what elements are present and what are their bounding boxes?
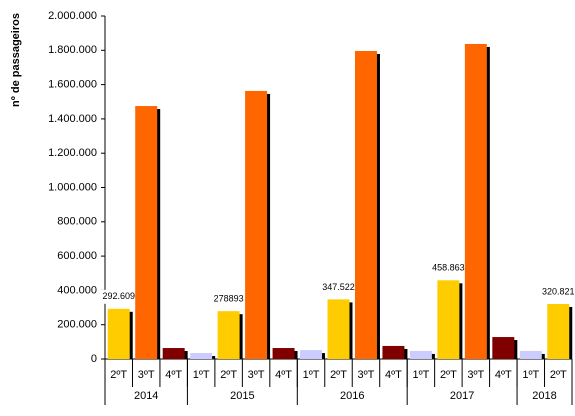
bar	[492, 337, 515, 359]
value-label-bg	[208, 292, 249, 307]
bar	[107, 308, 130, 359]
value-label: 278893	[214, 294, 244, 304]
x-tick-label: 4ºT	[275, 369, 292, 381]
y-tick-label: 1.400.000	[48, 113, 97, 125]
y-tick-label: 0	[91, 353, 97, 365]
year-label: 2016	[340, 390, 364, 402]
value-label: 458.863	[432, 263, 465, 273]
x-tick-label: 1ºT	[522, 369, 539, 381]
x-tick-label: 3ºT	[467, 369, 484, 381]
x-tick-label: 2ºT	[220, 369, 237, 381]
bar	[300, 350, 323, 359]
x-tick-label: 2ºT	[550, 369, 567, 381]
bar	[519, 350, 542, 359]
value-label: 292.609	[102, 291, 135, 301]
x-tick-label: 3ºT	[358, 369, 375, 381]
value-label: 320.821	[542, 286, 575, 296]
value-label-bg	[318, 280, 359, 295]
x-tick-label: 4ºT	[165, 369, 182, 381]
bar	[437, 280, 460, 359]
year-label: 2018	[532, 390, 556, 402]
bar	[354, 50, 377, 360]
x-tick-label: 2ºT	[440, 369, 457, 381]
x-tick-label: 1ºT	[412, 369, 429, 381]
y-tick-label: 1.000.000	[48, 181, 97, 193]
x-tick-label: 4ºT	[495, 369, 512, 381]
x-tick-label: 2ºT	[330, 369, 347, 381]
y-tick-label: 600.000	[57, 250, 97, 262]
y-tick-label: 2.000.000	[48, 10, 97, 22]
year-label: 2017	[450, 390, 474, 402]
year-label: 2014	[134, 390, 158, 402]
bar	[135, 106, 158, 359]
bar	[547, 303, 570, 359]
bar	[190, 352, 213, 359]
bar	[327, 299, 350, 359]
y-axis-title: nº de passageiros	[10, 13, 22, 107]
year-label: 2015	[230, 390, 254, 402]
bar	[162, 348, 185, 359]
x-tick-label: 3ºT	[138, 369, 155, 381]
bar	[464, 43, 487, 359]
x-tick-label: 4ºT	[385, 369, 402, 381]
x-tick-label: 3ºT	[248, 369, 265, 381]
value-label-bg	[428, 261, 469, 276]
value-label-bg	[538, 284, 575, 299]
bar	[245, 90, 268, 360]
x-tick-label: 1ºT	[303, 369, 320, 381]
y-tick-label: 1.800.000	[48, 44, 97, 56]
y-tick-label: 800.000	[57, 216, 97, 228]
bar	[217, 311, 240, 359]
bar	[382, 345, 405, 359]
x-tick-label: 2ºT	[110, 369, 127, 381]
bar	[272, 348, 295, 359]
value-label-bg	[98, 289, 139, 304]
y-tick-label: 1.200.000	[48, 147, 97, 159]
y-tick-label: 400.000	[57, 284, 97, 296]
value-label: 347.522	[322, 282, 355, 292]
x-tick-label: 1ºT	[193, 369, 210, 381]
y-tick-label: 200.000	[57, 319, 97, 331]
bar	[409, 350, 432, 359]
y-tick-label: 1.600.000	[48, 79, 97, 91]
